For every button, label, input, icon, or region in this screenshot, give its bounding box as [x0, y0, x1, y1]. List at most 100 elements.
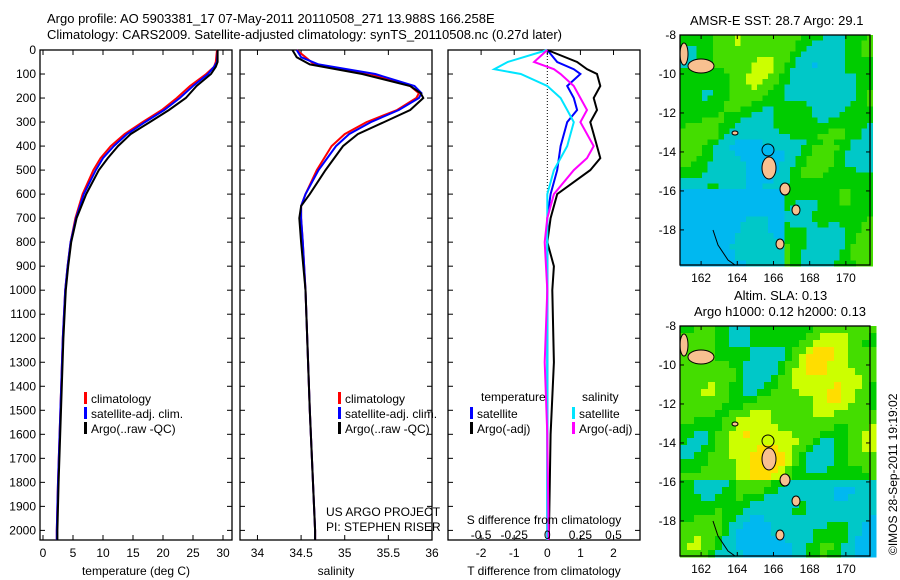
map-cell	[795, 183, 802, 190]
map-cell	[792, 389, 800, 397]
map-cell	[746, 84, 752, 91]
map-cell	[715, 445, 723, 453]
map-cell	[715, 508, 723, 516]
map-cell	[856, 189, 862, 195]
map-cell	[806, 410, 814, 418]
map-cell	[691, 117, 697, 124]
map-cell	[713, 200, 719, 206]
map-cell	[813, 375, 821, 383]
map-cell	[751, 244, 758, 250]
map-cell	[694, 438, 702, 446]
t-argo-adj--diff-line	[546, 49, 602, 540]
map-cell	[729, 172, 736, 179]
map-cell	[799, 403, 807, 411]
map-cell	[841, 354, 849, 362]
map-cell	[687, 522, 695, 530]
map-cell	[785, 396, 793, 404]
map-cell	[701, 417, 709, 425]
map-cell	[812, 260, 818, 267]
map-cell	[685, 35, 692, 41]
map-cell	[713, 79, 719, 85]
map-cell	[795, 57, 802, 63]
map-cell	[764, 417, 772, 425]
map-cell	[795, 145, 802, 151]
map-cell	[850, 73, 857, 80]
map-cell	[799, 438, 807, 446]
map-cell	[845, 79, 851, 85]
map-cell	[713, 249, 719, 256]
map-cell	[757, 167, 763, 173]
map-cell	[869, 550, 877, 558]
map-cell	[845, 249, 851, 256]
map-cell	[795, 233, 802, 239]
map-cell	[762, 249, 769, 256]
map-cell	[707, 178, 714, 184]
map-cell	[680, 382, 688, 390]
map-cell	[735, 178, 741, 184]
map-cell	[823, 79, 829, 85]
map-cell	[834, 473, 842, 481]
map-cell	[680, 244, 686, 250]
map-cell	[750, 452, 758, 460]
map-cell	[841, 382, 849, 390]
map-cell	[707, 150, 714, 157]
map-cell	[746, 62, 752, 69]
map-cell	[856, 106, 862, 113]
map-cell	[795, 123, 802, 129]
map-cell	[715, 501, 723, 509]
map-cell	[834, 194, 840, 201]
map-cell	[687, 326, 695, 334]
map-cell	[715, 375, 723, 383]
map-cell	[746, 227, 752, 234]
map-cell	[685, 84, 692, 91]
y-tick-label: 1800	[9, 475, 36, 489]
map-cell	[834, 35, 840, 41]
map-cell	[855, 368, 863, 376]
map-cell	[729, 424, 737, 432]
map-cell	[806, 167, 813, 173]
map-cell	[795, 238, 802, 245]
map-cell	[790, 178, 796, 184]
map-cell	[820, 389, 828, 397]
map-cell	[827, 347, 835, 355]
map-cell	[784, 35, 791, 41]
map-cell	[795, 62, 802, 69]
map-cell	[779, 249, 785, 256]
map-cell	[696, 244, 703, 250]
map-cell	[736, 459, 744, 467]
legend-label: Argo(..raw -QC)	[91, 422, 176, 436]
s-tick-label: -0.5	[471, 528, 492, 542]
map-cell	[751, 222, 758, 228]
map-cell	[680, 494, 688, 502]
map-cell	[785, 382, 793, 390]
map-cell	[806, 90, 813, 96]
map-cell	[812, 161, 818, 168]
map-cell	[750, 529, 758, 537]
map-cell	[828, 161, 835, 168]
map-cell	[856, 139, 862, 146]
map-cell	[834, 396, 842, 404]
map-cell	[784, 139, 791, 146]
map-cell	[757, 183, 763, 190]
map-cell	[820, 550, 828, 558]
map-cell	[799, 508, 807, 516]
map-cell	[813, 487, 821, 495]
map-cell	[839, 260, 846, 267]
map-cell	[680, 90, 686, 96]
map-cell	[784, 101, 791, 107]
map-cell	[687, 466, 695, 474]
map-cell	[841, 508, 849, 516]
map-cell	[834, 112, 840, 118]
map-cell	[680, 178, 686, 184]
map-cell	[779, 178, 785, 184]
map-cell	[827, 438, 835, 446]
map-cell	[869, 543, 877, 551]
map-cell	[736, 445, 744, 453]
map-cell	[680, 410, 688, 418]
map-cell	[790, 51, 796, 58]
map-cell	[850, 150, 857, 157]
map-cell	[750, 417, 758, 425]
map-cell	[834, 361, 842, 369]
map-cell	[792, 382, 800, 390]
map-cell	[707, 222, 714, 228]
